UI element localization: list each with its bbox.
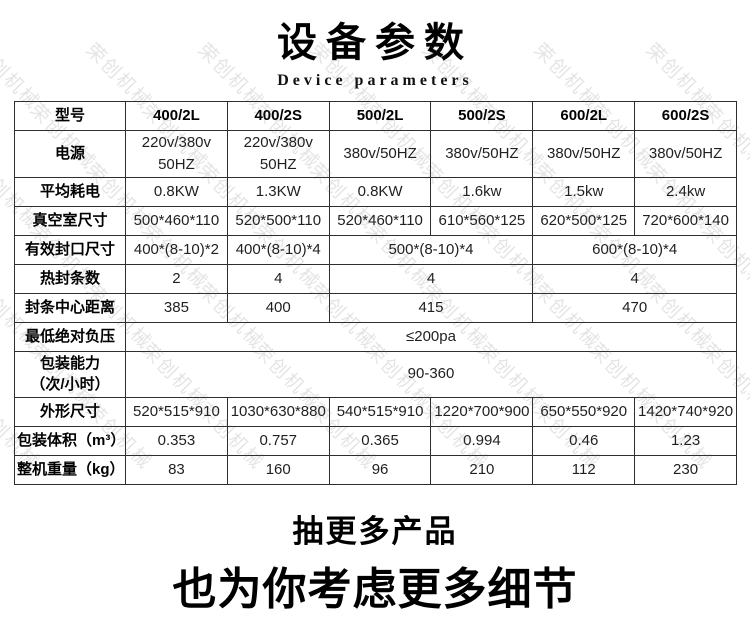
table-row: 包装能力 （次/小时） 90-360 (14, 350, 737, 398)
spec-cell: 1030*630*880 (226, 397, 330, 427)
spec-cell: 2.4kw (634, 176, 737, 207)
title-block: 设备参数 Device parameters (0, 0, 750, 90)
spec-cell: ≤200pa (125, 321, 737, 352)
spec-cell: 540*515*910 (328, 397, 432, 427)
spec-table-head: 型号 400/2L 400/2S 500/2L 500/2S 600/2L 600/2S (14, 101, 737, 131)
spec-cell: 0.8KW (328, 176, 432, 207)
spec-cell: 520*500*110 (226, 205, 330, 236)
spec-cell: 4 (226, 263, 330, 294)
spec-cell: 470 (532, 292, 737, 323)
spec-cell: 400*(8-10)*4 (226, 234, 330, 265)
row-label: 热封条数 (14, 263, 126, 294)
header-row: 型号 400/2L 400/2S 500/2L 500/2S 600/2L 600/2S (14, 101, 737, 131)
row-label: 最低绝对负压 (14, 321, 126, 352)
row-label: 整机重量（kg） (14, 455, 126, 485)
col-header-model: 600/2L (532, 101, 636, 131)
spec-cell: 0.994 (430, 426, 534, 456)
table-row: 外形尺寸 520*515*910 1030*630*880 540*515*910 12… (14, 397, 737, 427)
spec-cell: 1.6kw (430, 176, 534, 207)
spec-cell: 1.5kw (532, 176, 636, 207)
col-header-model: 500/2L (328, 101, 432, 131)
spec-cell: 1.3KW (226, 176, 330, 207)
spec-cell: 4 (328, 263, 534, 294)
spec-cell: 0.8KW (125, 176, 228, 207)
spec-cell: 220v/380v 50HZ (125, 130, 228, 178)
spec-cell: 90-360 (125, 350, 737, 398)
spec-cell: 0.757 (226, 426, 330, 456)
page-subtitle: Device parameters (277, 72, 473, 89)
spec-cell: 650*550*920 (532, 397, 636, 427)
col-header-model: 400/2S (226, 101, 330, 131)
spec-cell: 2 (125, 263, 228, 294)
col-header-model: 500/2S (430, 101, 534, 131)
spec-cell: 500*(8-10)*4 (328, 234, 534, 265)
spec-cell: 380v/50HZ (532, 130, 636, 178)
spec-cell: 380v/50HZ (328, 130, 432, 178)
spec-cell: 720*600*140 (634, 205, 737, 236)
table-row: 封条中心距离 385 400 415 470 (14, 292, 737, 323)
spec-cell: 0.365 (328, 426, 432, 456)
spec-cell: 230 (634, 455, 737, 485)
spec-cell: 83 (125, 455, 228, 485)
table-row: 真空室尺寸 500*460*110 520*500*110 520*460*110 61… (14, 205, 737, 236)
spec-cell: 1.23 (634, 426, 737, 456)
table-row: 电源 220v/380v 50HZ 220v/380v 50HZ 380v/50HZ 3… (14, 130, 737, 178)
spec-table: 型号 400/2L 400/2S 500/2L 500/2S 600/2L 600/2S 电… (14, 101, 737, 485)
spec-cell: 210 (430, 455, 534, 485)
table-row: 最低绝对负压 ≤200pa (14, 321, 737, 352)
spec-table-body: 电源 220v/380v 50HZ 220v/380v 50HZ 380v/50HZ 3… (14, 130, 737, 485)
spec-cell: 112 (532, 455, 636, 485)
row-label: 包装体积（m³） (14, 426, 126, 456)
row-label: 封条中心距离 (14, 292, 126, 323)
spec-cell: 380v/50HZ (634, 130, 737, 178)
footer-block: 抽更多产品 也为你考虑更多细节 (0, 500, 750, 617)
spec-cell: 610*560*125 (430, 205, 534, 236)
spec-cell: 160 (226, 455, 330, 485)
footer-slogan-large: 也为你考虑更多细节 (172, 565, 578, 614)
spec-cell: 400 (226, 292, 330, 323)
table-row: 热封条数 2 4 4 4 (14, 263, 737, 294)
spec-cell: 380v/50HZ (430, 130, 534, 178)
spec-cell: 600*(8-10)*4 (532, 234, 737, 265)
spec-cell: 1420*740*920 (634, 397, 737, 427)
spec-cell: 385 (125, 292, 228, 323)
spec-cell: 0.353 (125, 426, 228, 456)
col-header-model: 400/2L (125, 101, 228, 131)
spec-cell: 1220*700*900 (430, 397, 534, 427)
table-row: 包装体积（m³） 0.353 0.757 0.365 0.994 0.46 1.23 (14, 426, 737, 456)
spec-cell: 520*460*110 (328, 205, 432, 236)
table-row: 整机重量（kg） 83 160 96 210 112 230 (14, 455, 737, 485)
spec-cell: 415 (328, 292, 534, 323)
spec-cell: 96 (328, 455, 432, 485)
row-label: 有效封口尺寸 (14, 234, 126, 265)
row-label: 平均耗电 (14, 176, 126, 207)
table-row: 有效封口尺寸 400*(8-10)*2 400*(8-10)*4 500*(8-10)… (14, 234, 737, 265)
spec-cell: 4 (532, 263, 737, 294)
row-label: 电源 (14, 130, 126, 178)
col-header-label: 型号 (14, 101, 126, 131)
spec-cell: 0.46 (532, 426, 636, 456)
page-title: 设备参数 (277, 21, 473, 65)
spec-cell: 520*515*910 (125, 397, 228, 427)
row-label: 真空室尺寸 (14, 205, 126, 236)
spec-cell: 400*(8-10)*2 (125, 234, 228, 265)
spec-cell: 220v/380v 50HZ (226, 130, 330, 178)
spec-cell: 620*500*125 (532, 205, 636, 236)
spec-cell: 500*460*110 (125, 205, 228, 236)
footer-slogan-small: 抽更多产品 (292, 514, 458, 549)
col-header-model: 600/2S (634, 101, 737, 131)
table-row: 平均耗电 0.8KW 1.3KW 0.8KW 1.6kw 1.5kw 2.4kw (14, 176, 737, 207)
row-label: 外形尺寸 (14, 397, 126, 427)
row-label: 包装能力 （次/小时） (14, 350, 126, 398)
